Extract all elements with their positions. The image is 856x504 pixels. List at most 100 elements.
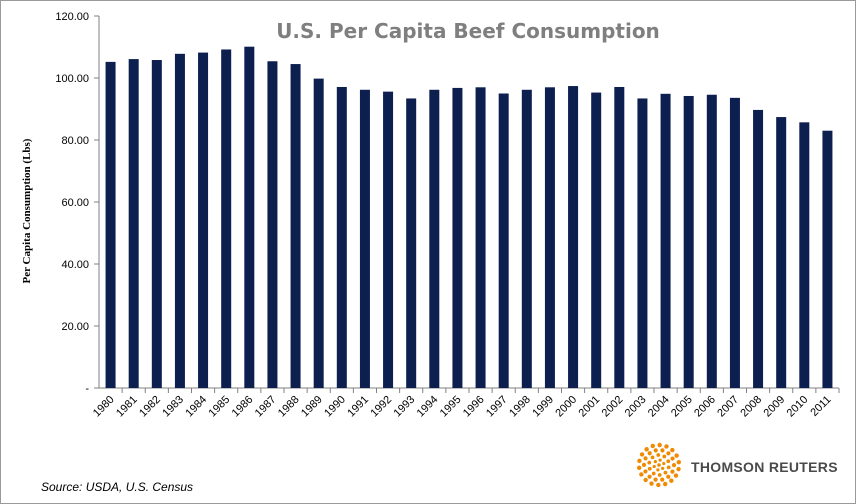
y-axis-label: Per Capita Consumption (Lbs) <box>21 138 33 283</box>
x-tick-label: 2008 <box>738 394 764 420</box>
logo-dot <box>650 455 655 460</box>
x-tick-label: 2006 <box>692 394 718 420</box>
bar <box>498 93 509 388</box>
x-tick-label: 1991 <box>345 394 371 420</box>
bar <box>151 60 162 389</box>
x-tick-label: 1983 <box>160 394 186 420</box>
logo-dot <box>653 459 657 464</box>
logo-dot <box>660 477 665 482</box>
bar <box>244 46 255 388</box>
x-tick-label: 1980 <box>91 394 117 420</box>
bar <box>729 97 740 388</box>
bar <box>822 130 833 388</box>
bar <box>313 78 324 389</box>
x-tick-label: 1987 <box>253 394 279 420</box>
bar <box>568 86 579 388</box>
x-tick-label: 2000 <box>553 394 579 420</box>
bar <box>221 49 232 388</box>
logo-dot <box>639 472 644 477</box>
logo-dot <box>639 452 645 457</box>
axes <box>98 16 839 389</box>
bar <box>521 89 532 388</box>
bar <box>799 122 810 388</box>
x-tick-label: 2004 <box>646 394 672 420</box>
x-tick-label: 2003 <box>623 394 649 420</box>
logo-dot <box>641 462 647 468</box>
x-tick-label: 2009 <box>762 394 788 420</box>
bar <box>753 109 764 389</box>
chart-title: U.S. Per Capita Beef Consumption <box>276 19 660 43</box>
logo-dot <box>664 444 669 449</box>
source-note: Source: USDA, U.S. Census <box>41 480 194 494</box>
logo-dot <box>650 443 655 449</box>
y-tick-label: 80.00 <box>61 135 89 147</box>
x-tick-label: 1992 <box>368 394 394 420</box>
logo-dot <box>653 477 658 482</box>
bar <box>683 95 694 388</box>
x-tick-label: 1993 <box>392 394 418 420</box>
bar <box>429 89 440 388</box>
bar <box>475 87 486 389</box>
logo-dot <box>660 448 665 453</box>
logo-dot <box>662 454 667 459</box>
x-tick-label: 1994 <box>415 394 441 420</box>
x-tick-label: 2005 <box>669 394 695 420</box>
logo-dot <box>649 481 654 486</box>
bar <box>128 59 139 389</box>
x-tick-label: 1988 <box>276 394 302 420</box>
logo-dot <box>666 459 671 464</box>
bar <box>591 92 602 388</box>
x-tick-label: 1986 <box>230 394 256 420</box>
bar <box>383 91 394 388</box>
x-tick-label: 2010 <box>785 394 811 420</box>
bar <box>105 61 116 388</box>
thomson-reuters-logo-icon <box>637 442 681 488</box>
logo-dot <box>637 458 642 464</box>
logo-dot <box>651 471 656 476</box>
logo-dot <box>662 461 666 466</box>
logo-dot <box>643 469 648 474</box>
bar <box>637 98 648 389</box>
y-tick-label: 60.00 <box>61 197 89 209</box>
logo-dot <box>661 466 665 471</box>
logo-dot <box>671 462 677 468</box>
bar <box>359 89 370 388</box>
logo-dot <box>647 451 652 456</box>
bar <box>660 93 671 388</box>
x-tick-label: 1990 <box>322 394 348 420</box>
bars <box>105 46 833 389</box>
x-tick-label: 1989 <box>299 394 325 420</box>
y-tick-label: 120.00 <box>55 11 89 23</box>
bar <box>614 86 625 389</box>
logo-dot <box>644 447 649 452</box>
x-tick-label: 1997 <box>484 394 510 420</box>
x-tick-label: 2007 <box>715 394 741 420</box>
x-tick-label: 1996 <box>461 394 487 420</box>
x-tick-label: 2011 <box>808 394 833 419</box>
logo-dot <box>663 470 668 475</box>
logo-dot <box>656 453 661 457</box>
logo-dot <box>658 458 662 462</box>
logo-dot <box>676 466 681 472</box>
logo-dot <box>666 474 671 479</box>
bar <box>174 53 185 388</box>
logo-dot <box>674 453 679 458</box>
y-tick-label: - <box>85 383 89 395</box>
bar <box>267 61 278 388</box>
x-tick-label: 1985 <box>207 394 233 420</box>
bar <box>452 87 463 389</box>
brand-text: THOMSON REUTERS <box>691 459 838 475</box>
logo-dot <box>666 465 671 470</box>
y-ticks: - 20.00 40.00 60.00 80.00 100.00 120.00 <box>55 11 99 395</box>
bar <box>290 64 301 389</box>
logo-dot <box>643 456 648 461</box>
logo-dot <box>663 481 668 487</box>
x-tick-label: 2001 <box>577 394 603 420</box>
logo-dot <box>637 465 642 471</box>
logo-dot <box>656 468 660 472</box>
x-tick-label: 1995 <box>438 394 464 420</box>
logo-dot <box>647 466 652 471</box>
bar <box>198 52 209 389</box>
